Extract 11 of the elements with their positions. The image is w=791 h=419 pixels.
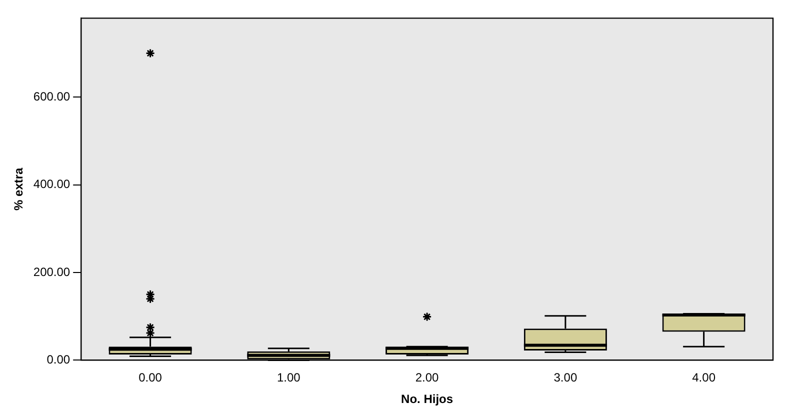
x-axis-title: No. Hijos bbox=[401, 392, 454, 406]
y-tick-label: 200.00 bbox=[33, 264, 70, 279]
x-tick-label: 1.00 bbox=[276, 370, 301, 385]
x-tick-label: 2.00 bbox=[415, 370, 440, 385]
x-tick-label: 3.00 bbox=[554, 370, 578, 385]
y-tick-label: 600.00 bbox=[33, 89, 70, 104]
y-tick-label: 400.00 bbox=[33, 177, 70, 192]
y-axis-title: % extra bbox=[12, 168, 26, 211]
y-tick-label: 0.00 bbox=[46, 352, 70, 367]
x-tick-label: 0.00 bbox=[138, 370, 162, 385]
x-tick-label: 4.00 bbox=[692, 370, 716, 385]
